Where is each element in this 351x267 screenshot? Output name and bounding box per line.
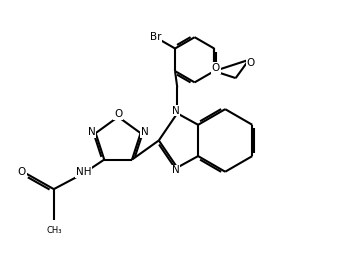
Text: N: N	[172, 105, 179, 116]
Text: NH: NH	[75, 167, 91, 177]
Text: N: N	[141, 127, 149, 138]
Text: CH₃: CH₃	[46, 226, 61, 235]
Text: O: O	[18, 167, 26, 177]
Text: N: N	[172, 165, 179, 175]
Text: O: O	[212, 63, 220, 73]
Text: N: N	[88, 127, 95, 138]
Text: O: O	[114, 109, 122, 119]
Text: Br: Br	[150, 32, 161, 42]
Text: O: O	[247, 58, 255, 68]
